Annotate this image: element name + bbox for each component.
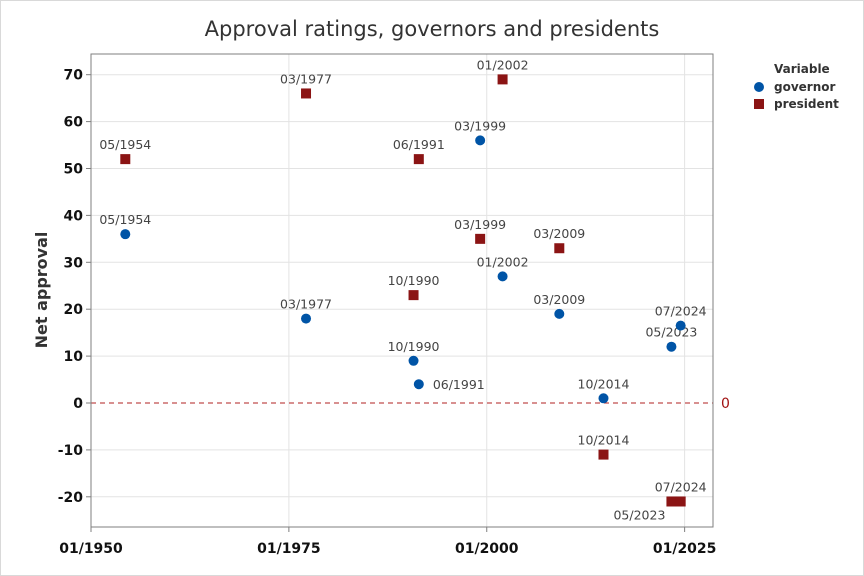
data-label: 01/2002 [477, 57, 529, 72]
president-point [675, 496, 686, 507]
x-tick-label: 01/2000 [455, 541, 519, 557]
legend-president-marker [754, 99, 764, 109]
president-point [497, 74, 508, 85]
data-label: 07/2024 [655, 479, 707, 494]
reference-line-label: 0 [721, 396, 730, 412]
y-axis: -20 -10 0 10 20 30 40 50 60 70 [58, 68, 91, 506]
reference-line-group: 0 [91, 396, 730, 412]
president-point [554, 243, 565, 254]
governor-point [598, 393, 609, 404]
governor-point [666, 341, 677, 352]
legend-governor-label: governor [774, 80, 836, 94]
y-tick-label: 40 [64, 208, 84, 224]
data-label: 01/2002 [477, 254, 529, 269]
president-point [413, 154, 424, 165]
president-point [475, 233, 486, 244]
data-label: 07/2024 [655, 304, 707, 319]
y-tick-label: 10 [64, 349, 84, 365]
data-marks: 05/1954 03/1977 10/1990 06/1991 03/1999 01/20… [99, 57, 706, 522]
data-label: 03/2009 [533, 226, 585, 241]
y-tick-label: 50 [64, 162, 84, 178]
y-axis-label: Net approval [32, 232, 51, 349]
president-point [301, 88, 312, 99]
y-tick-label: 20 [64, 302, 84, 318]
legend-president-label: president [774, 97, 839, 111]
y-tick-label: -10 [58, 443, 84, 459]
governor-point [475, 135, 486, 146]
legend-title: Variable [774, 62, 830, 76]
president-point [408, 290, 419, 301]
data-label: 05/2023 [613, 507, 665, 522]
data-label: 10/1990 [388, 339, 440, 354]
president-point [666, 496, 677, 507]
gridlines [91, 54, 713, 527]
data-label: 05/2023 [645, 325, 697, 340]
chart-title: Approval ratings, governors and presiden… [205, 17, 660, 41]
governor-point [554, 308, 565, 319]
legend-governor-marker [754, 82, 764, 92]
data-label: 06/1991 [433, 377, 485, 392]
y-tick-label: -20 [58, 490, 84, 506]
governor-point [675, 320, 686, 331]
data-label: 10/2014 [578, 376, 630, 391]
x-axis: 01/1950 01/1975 01/2000 01/2025 [59, 527, 716, 557]
x-tick-label: 01/1950 [59, 541, 123, 557]
data-label: 03/1977 [280, 71, 332, 86]
x-tick-label: 01/2025 [653, 541, 717, 557]
series-president: 05/1954 03/1977 10/1990 06/1991 03/1999 01/20… [99, 57, 706, 522]
plot-area [90, 53, 714, 528]
governor-point [408, 355, 419, 366]
data-label: 06/1991 [393, 137, 445, 152]
y-tick-label: 30 [64, 255, 84, 271]
data-label: 05/1954 [99, 137, 151, 152]
data-label: 03/1977 [280, 297, 332, 312]
data-label: 03/1999 [454, 217, 506, 232]
data-label: 03/2009 [533, 292, 585, 307]
series-governor: 05/1954 03/1977 10/1990 06/1991 03/1999 01/20… [99, 118, 707, 404]
data-label: 10/1990 [388, 273, 440, 288]
data-label: 03/1999 [454, 118, 506, 133]
x-tick-label: 01/1975 [257, 541, 321, 557]
legend: Variable governor president [754, 62, 839, 111]
president-point [120, 154, 131, 165]
y-tick-label: 60 [64, 115, 84, 131]
governor-point [413, 379, 424, 390]
governor-point [497, 271, 508, 282]
y-tick-label: 70 [64, 68, 84, 84]
data-label: 05/1954 [99, 212, 151, 227]
y-tick-label: 0 [73, 396, 83, 412]
data-label: 10/2014 [578, 433, 630, 448]
president-point [598, 449, 609, 460]
governor-point [301, 313, 312, 324]
governor-point [120, 229, 131, 240]
